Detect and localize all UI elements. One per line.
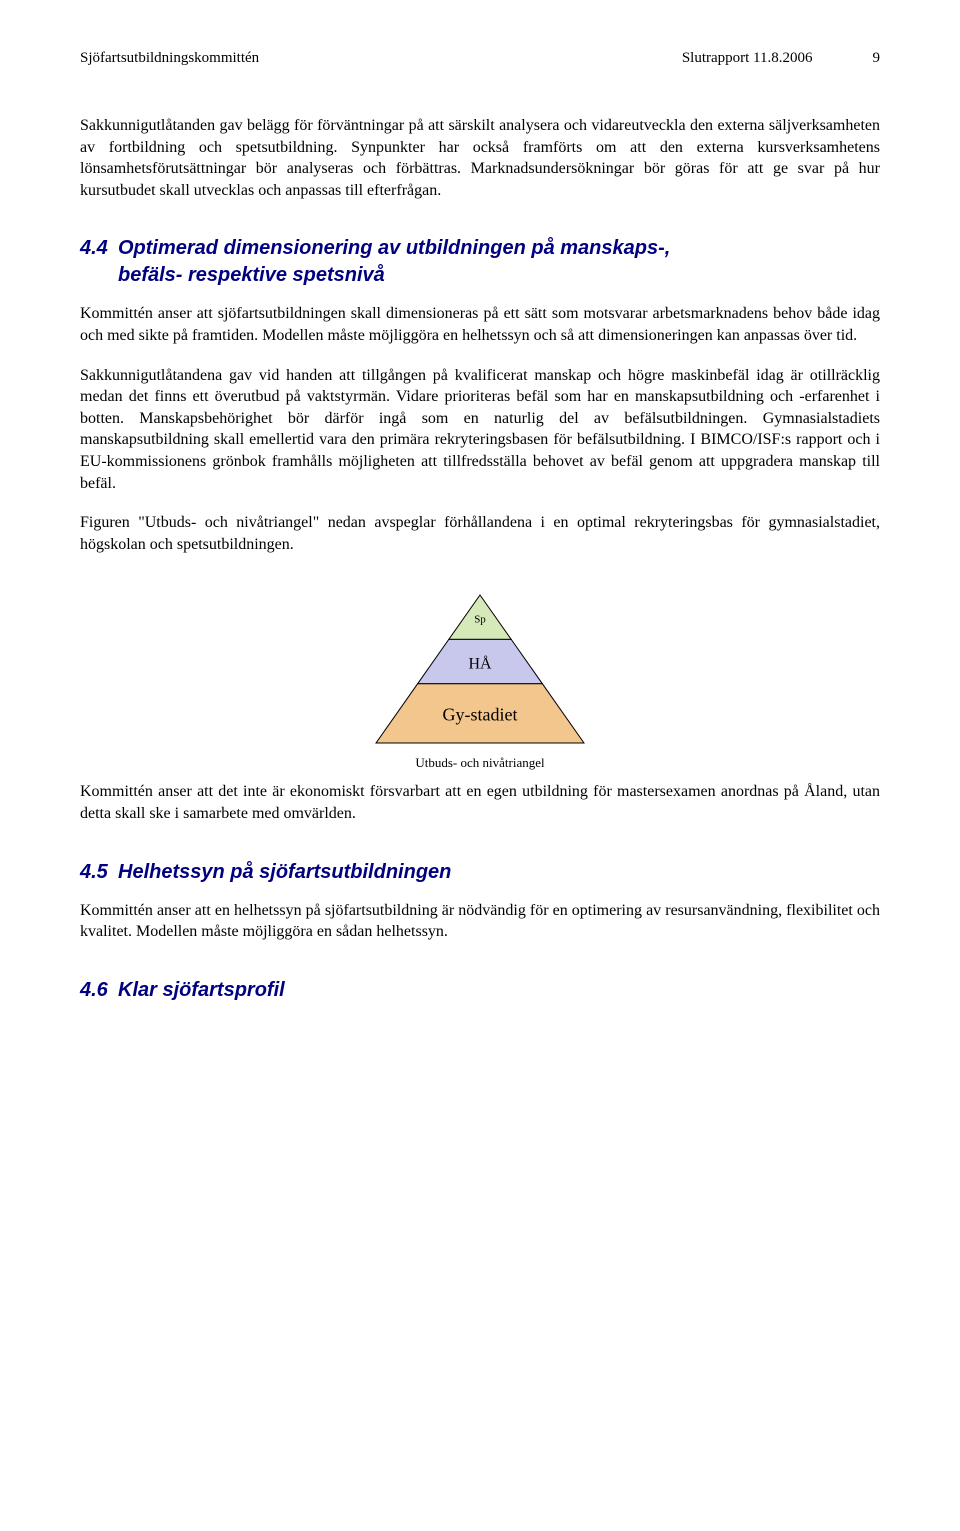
svg-text:HÅ: HÅ [468, 655, 492, 673]
heading-4-5: 4.5Helhetssyn på sjöfartsutbildningen [80, 859, 880, 886]
header-row: Sjöfartsutbildningskommittén Slutrapport… [80, 50, 880, 67]
header-page-number: 9 [873, 50, 881, 67]
heading-4-4-line1: Optimerad dimensionering av utbildningen… [118, 237, 670, 259]
paragraph-4-4-c: Figuren "Utbuds- och nivåtriangel" nedan… [80, 512, 880, 555]
heading-4-4-line2: befäls- respektive spetsnivå [80, 262, 880, 289]
svg-text:Gy-stadiet: Gy-stadiet [443, 705, 518, 725]
header-report: Slutrapport 11.8.2006 [682, 50, 813, 67]
triangle-figure: Sp HÅ Gy-stadiet Utbuds- och nivåtriangel [80, 589, 880, 771]
paragraph-4-5: Kommittén anser att en helhetssyn på sjö… [80, 900, 880, 943]
header-right: Slutrapport 11.8.2006 9 [682, 50, 880, 67]
page-container: Sjöfartsutbildningskommittén Slutrapport… [0, 0, 960, 1068]
paragraph-intro: Sakkunnigutlåtanden gav belägg för förvä… [80, 115, 880, 201]
paragraph-4-4-b: Sakkunnigutlåtandena gav vid handen att … [80, 365, 880, 495]
triangle-caption: Utbuds- och nivåtriangel [415, 755, 544, 771]
svg-text:Sp: Sp [474, 614, 486, 626]
heading-4-6-text: Klar sjöfartsprofil [118, 979, 285, 1001]
triangle-diagram: Sp HÅ Gy-stadiet [370, 589, 590, 749]
heading-4-6: 4.6Klar sjöfartsprofil [80, 977, 880, 1004]
heading-4-6-number: 4.6 [80, 977, 118, 1004]
heading-4-5-number: 4.5 [80, 859, 118, 886]
paragraph-4-4-a: Kommittén anser att sjöfartsutbildningen… [80, 303, 880, 346]
header-committee: Sjöfartsutbildningskommittén [80, 50, 259, 67]
paragraph-4-4-d: Kommittén anser att det inte är ekonomis… [80, 781, 880, 824]
heading-4-5-text: Helhetssyn på sjöfartsutbildningen [118, 861, 451, 883]
heading-4-4-number: 4.4 [80, 235, 118, 262]
heading-4-4: 4.4Optimerad dimensionering av utbildnin… [80, 235, 880, 289]
